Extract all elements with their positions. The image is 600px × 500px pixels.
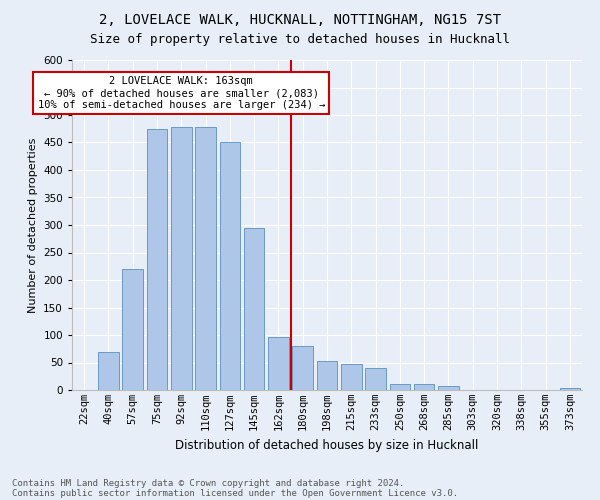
Bar <box>365 368 386 390</box>
Text: Size of property relative to detached houses in Hucknall: Size of property relative to detached ho… <box>90 32 510 46</box>
Bar <box>560 388 580 390</box>
Bar <box>195 127 216 390</box>
Bar <box>146 128 167 390</box>
Text: 2, LOVELACE WALK, HUCKNALL, NOTTINGHAM, NG15 7ST: 2, LOVELACE WALK, HUCKNALL, NOTTINGHAM, … <box>99 12 501 26</box>
Bar <box>220 142 240 390</box>
Bar <box>268 336 289 390</box>
Bar <box>438 386 459 390</box>
Bar <box>171 127 191 390</box>
Bar <box>244 228 265 390</box>
Bar <box>414 384 434 390</box>
Bar <box>317 361 337 390</box>
Bar <box>122 269 143 390</box>
Bar <box>98 352 119 390</box>
Text: Contains public sector information licensed under the Open Government Licence v3: Contains public sector information licen… <box>12 488 458 498</box>
X-axis label: Distribution of detached houses by size in Hucknall: Distribution of detached houses by size … <box>175 438 479 452</box>
Bar <box>389 384 410 390</box>
Text: Contains HM Land Registry data © Crown copyright and database right 2024.: Contains HM Land Registry data © Crown c… <box>12 478 404 488</box>
Y-axis label: Number of detached properties: Number of detached properties <box>28 138 38 312</box>
Bar <box>341 364 362 390</box>
Text: 2 LOVELACE WALK: 163sqm
← 90% of detached houses are smaller (2,083)
10% of semi: 2 LOVELACE WALK: 163sqm ← 90% of detache… <box>38 76 325 110</box>
Bar <box>292 346 313 390</box>
